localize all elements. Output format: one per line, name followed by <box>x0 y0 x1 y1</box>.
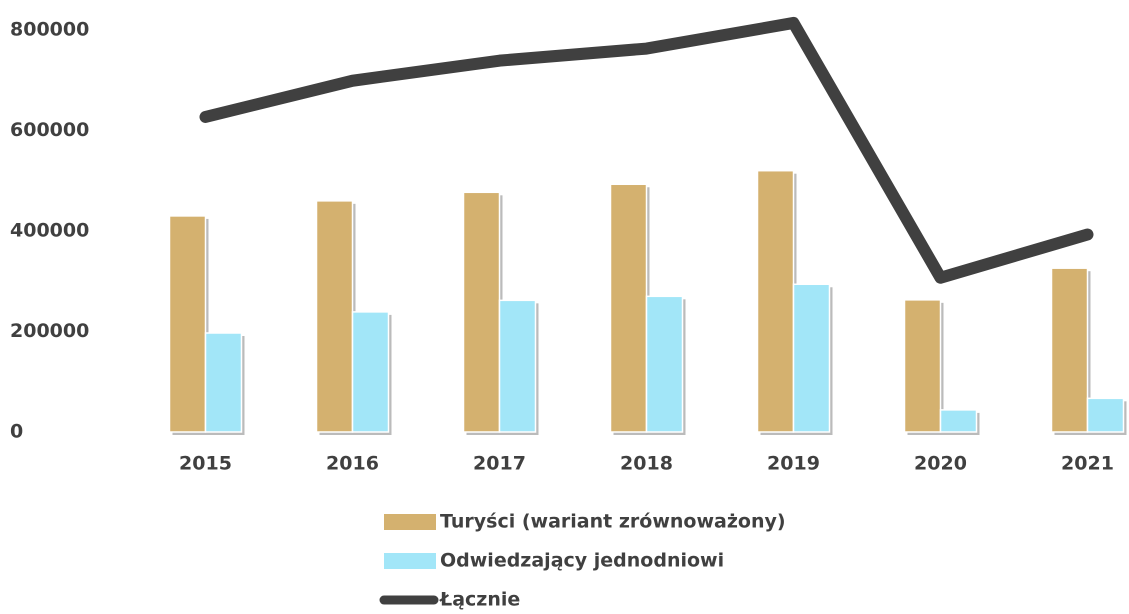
bar <box>204 332 243 433</box>
y-tick-label: 0 <box>10 421 23 443</box>
bar <box>609 183 648 433</box>
x-tick-label: 2021 <box>1061 453 1114 475</box>
legend-label: Odwiedzający jednodniowi <box>440 550 724 572</box>
bar <box>903 299 942 433</box>
bar <box>1050 267 1089 433</box>
x-tick-label: 2017 <box>473 453 526 475</box>
legend-label: Turyści (wariant zrównoważony) <box>440 511 786 533</box>
bar <box>1086 397 1125 433</box>
bar <box>756 169 795 433</box>
y-tick-label: 200000 <box>10 320 89 342</box>
x-tick-label: 2020 <box>914 453 967 475</box>
bar <box>462 191 501 433</box>
x-tick-label: 2019 <box>767 453 820 475</box>
line <box>199 16 1094 284</box>
bar <box>645 295 684 433</box>
y-tick-label: 600000 <box>10 119 89 141</box>
bar <box>498 299 537 433</box>
bar <box>315 200 354 433</box>
legend-swatch <box>384 553 436 569</box>
x-tick-label: 2015 <box>179 453 232 475</box>
y-tick-label: 400000 <box>10 220 89 242</box>
x-tick-label: 2018 <box>620 453 673 475</box>
legend-swatch <box>384 514 436 530</box>
legend-label: Łącznie <box>439 589 520 611</box>
bar <box>168 215 207 433</box>
bar <box>939 409 978 433</box>
y-tick-label: 800000 <box>10 19 89 41</box>
bar <box>792 283 831 433</box>
bar <box>351 311 390 433</box>
x-tick-label: 2016 <box>326 453 379 475</box>
